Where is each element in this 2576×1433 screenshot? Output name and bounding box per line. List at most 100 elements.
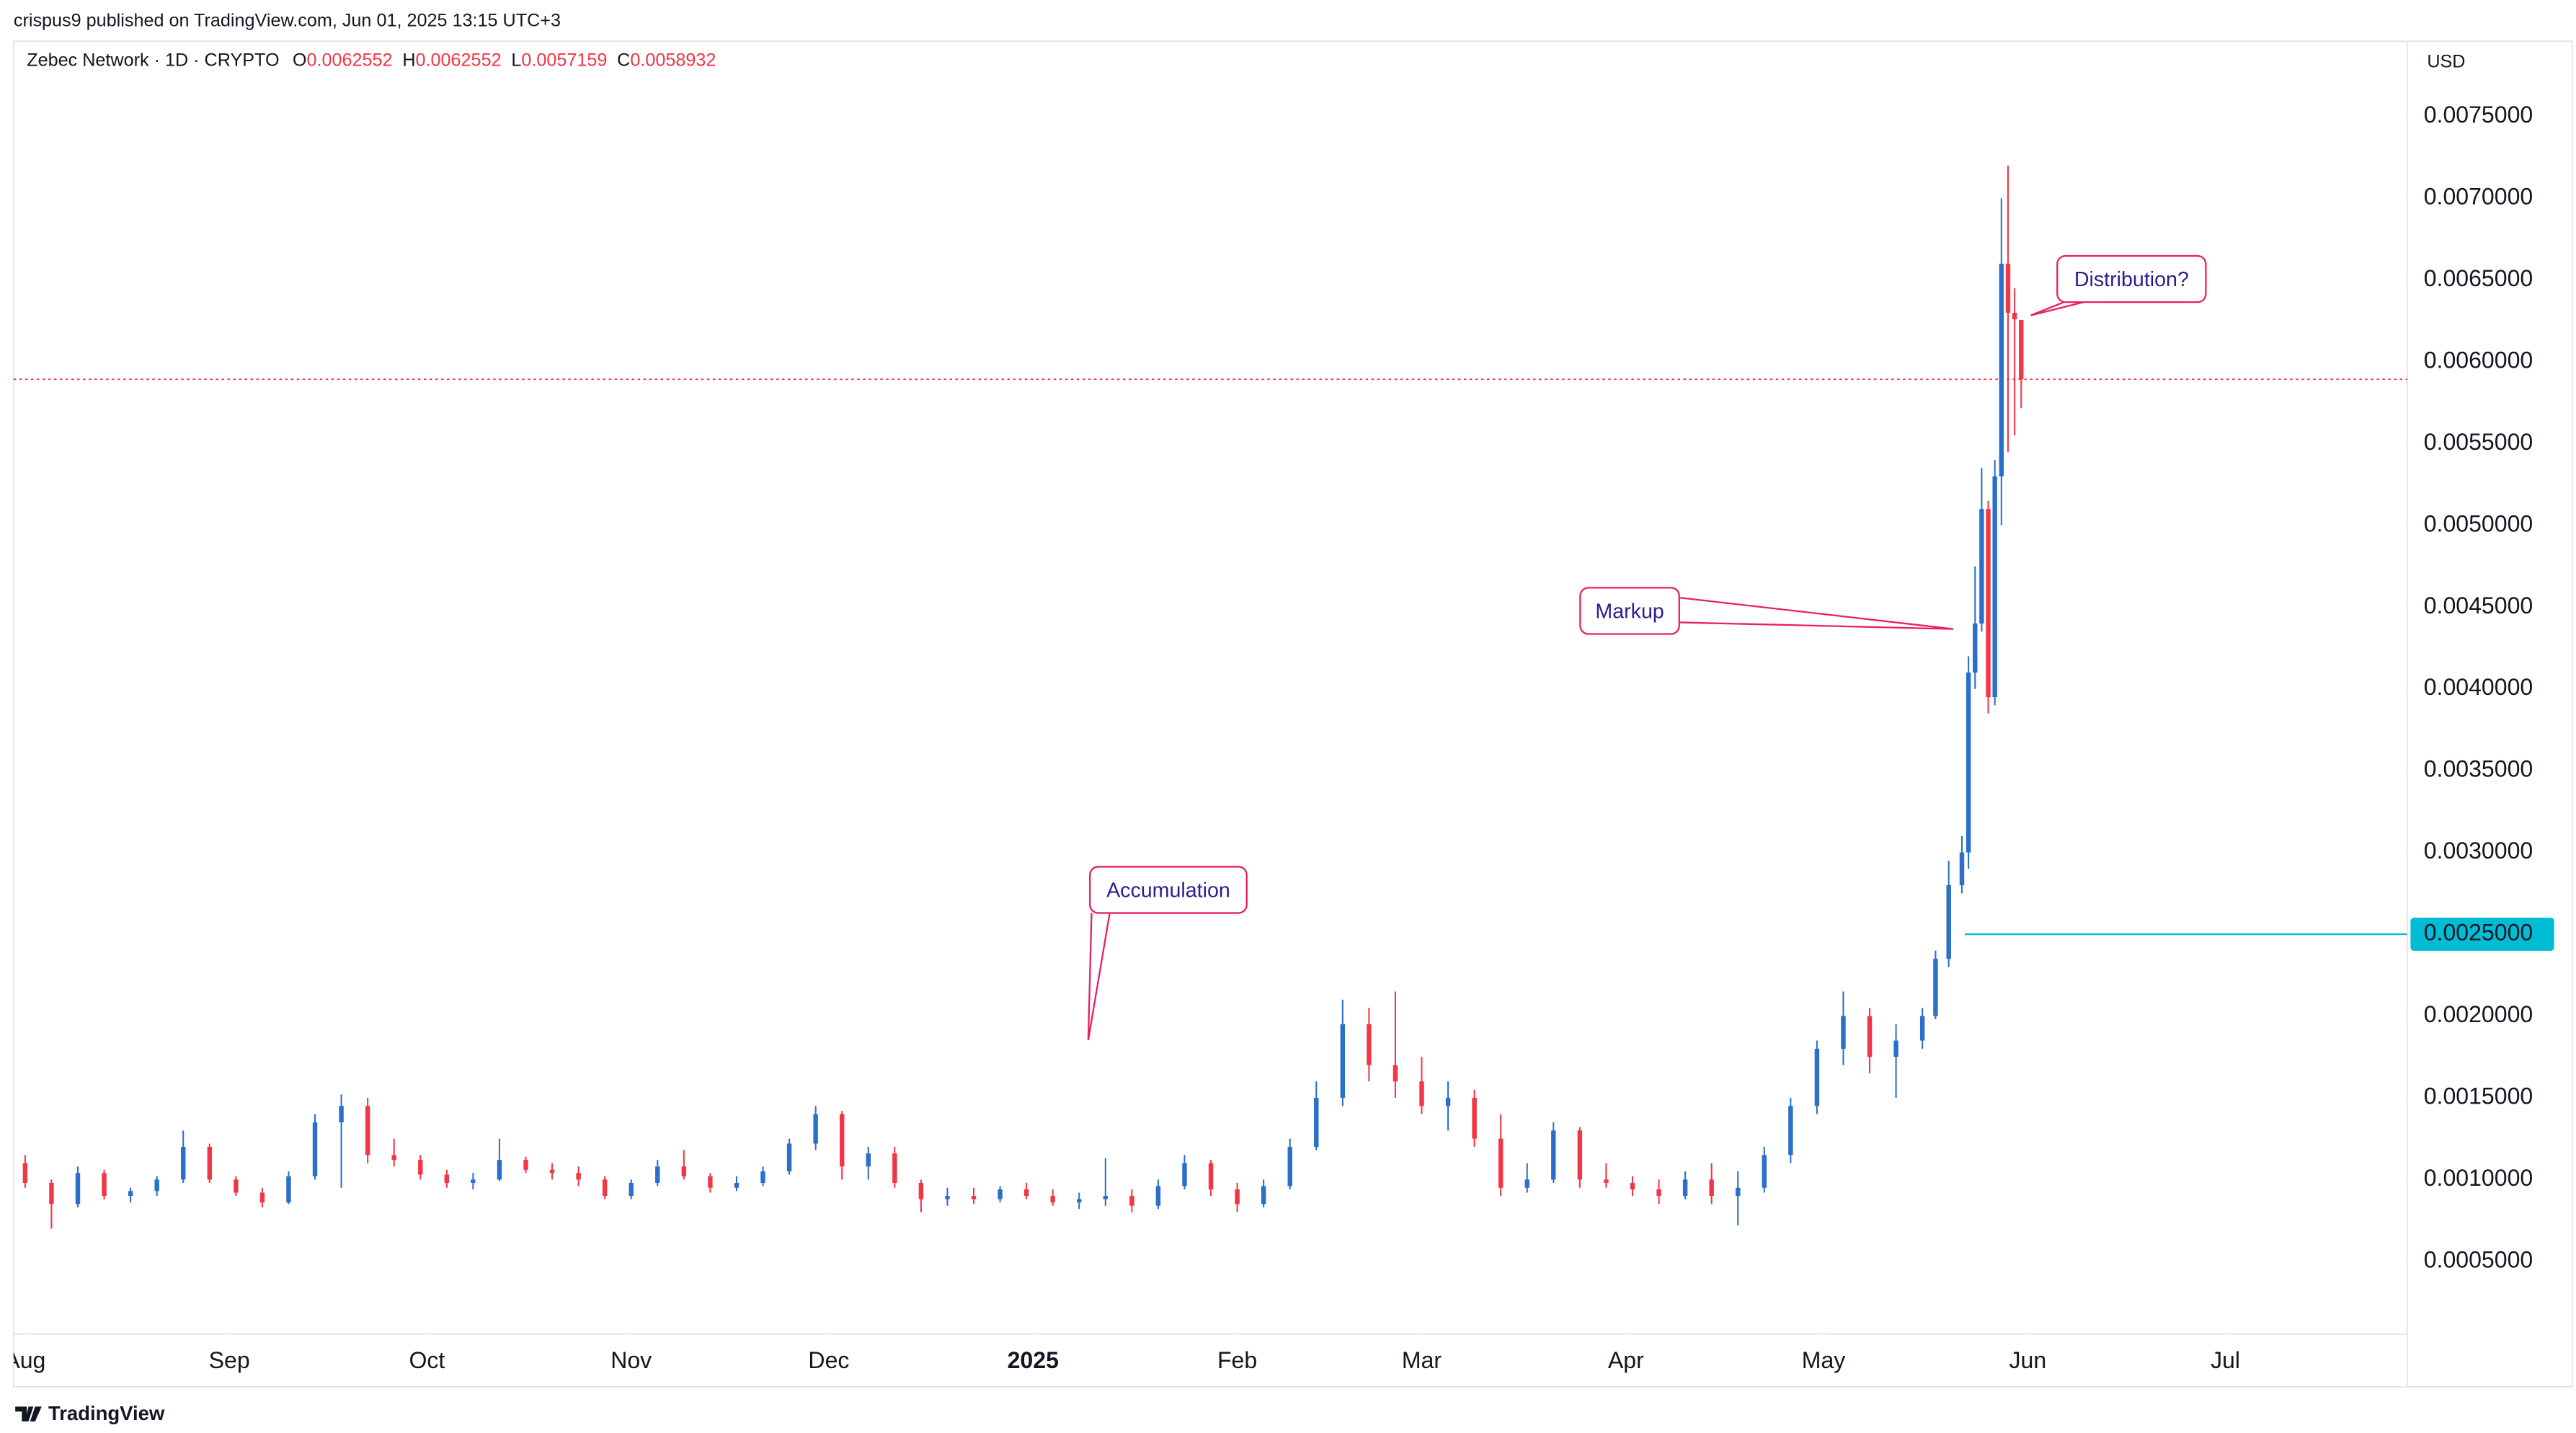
candle-body xyxy=(945,1196,950,1199)
candle-body xyxy=(1986,509,1991,698)
annotation-text: Distribution? xyxy=(2074,268,2189,291)
candle-body xyxy=(786,1143,792,1172)
annotation-text: Accumulation xyxy=(1106,879,1230,902)
x-tick-label: May xyxy=(1802,1347,1846,1373)
x-tick-label: Feb xyxy=(1217,1347,1257,1373)
candle-body xyxy=(549,1169,555,1174)
candle-body xyxy=(1023,1189,1029,1197)
y-tick-label: 0.0065000 xyxy=(2424,265,2533,291)
y-tick-label: 0.0060000 xyxy=(2424,347,2533,373)
y-tick-label: 0.0020000 xyxy=(2424,1001,2533,1027)
ohlc-letter: L xyxy=(511,50,521,70)
annotation-distribution: Distribution? xyxy=(2030,254,2207,316)
symbol: Zebec Network · 1D · CRYPTO xyxy=(27,50,279,70)
candle-body xyxy=(1235,1189,1240,1204)
y-tick-label: 0.0015000 xyxy=(2424,1083,2533,1109)
footer-brand: TradingView xyxy=(48,1402,165,1424)
candle-body xyxy=(998,1189,1003,1199)
candle-body xyxy=(1867,1016,1873,1057)
ohlc-letter: O xyxy=(293,50,307,70)
candle-body xyxy=(708,1176,713,1188)
candle-body xyxy=(971,1196,977,1199)
y-tick-label: 0.0045000 xyxy=(2424,593,2533,618)
candle-body xyxy=(1762,1155,1767,1188)
candle-body xyxy=(1419,1081,1424,1106)
y-tick-label: 0.0040000 xyxy=(2424,674,2533,700)
candle-body xyxy=(576,1173,581,1180)
candle-body xyxy=(1919,1016,1925,1041)
candle-body xyxy=(1979,509,1984,624)
candle-body xyxy=(2005,263,2011,313)
x-tick-label: Mar xyxy=(1402,1347,1442,1373)
candle-body xyxy=(734,1182,740,1188)
candle-body xyxy=(471,1179,476,1183)
x-tick-label: 2025 xyxy=(1008,1347,1059,1373)
candle-body xyxy=(312,1122,318,1176)
publisher-line: crispus9 published on TradingView.com, J… xyxy=(14,10,561,30)
x-tick-label: Apr xyxy=(1608,1347,1644,1373)
footer-logo xyxy=(15,1406,42,1421)
ohlc-value: 0.0058932 xyxy=(630,50,716,70)
candle-body xyxy=(918,1182,924,1199)
candle-body xyxy=(1788,1106,1793,1155)
candle-body xyxy=(339,1106,344,1122)
x-tick-label: Dec xyxy=(808,1347,849,1373)
candle-body xyxy=(1893,1040,1898,1057)
y-tick-label: 0.0005000 xyxy=(2424,1246,2533,1272)
x-tick-label: Jun xyxy=(2009,1347,2047,1373)
candle-body xyxy=(1992,476,1997,698)
price-tag-label: 0.0025000 xyxy=(2424,920,2533,946)
candle-body xyxy=(1736,1187,1741,1197)
candle-body xyxy=(1155,1186,1161,1206)
candle-body xyxy=(1551,1130,1556,1180)
ohlc-letter: H xyxy=(402,50,415,70)
x-tick-label: Nov xyxy=(610,1347,652,1373)
candle-body xyxy=(760,1171,765,1183)
candle-body xyxy=(523,1160,528,1170)
candle-body xyxy=(1966,673,1971,853)
candle-body xyxy=(1841,1016,1846,1049)
y-tick-label: 0.0075000 xyxy=(2424,102,2533,128)
candle-body xyxy=(234,1179,239,1193)
y-tick-label: 0.0055000 xyxy=(2424,429,2533,455)
x-tick-label: Aug xyxy=(4,1347,45,1373)
candle-body xyxy=(1445,1097,1451,1106)
candle-body xyxy=(1630,1182,1635,1190)
ohlc-value: 0.0057159 xyxy=(521,50,607,70)
candle-body xyxy=(1367,1024,1372,1065)
candle-body xyxy=(840,1114,845,1167)
x-tick-label: Jul xyxy=(2211,1347,2240,1373)
x-tick-label: Oct xyxy=(409,1347,445,1373)
candle-body xyxy=(1682,1179,1688,1197)
candle-body xyxy=(22,1163,28,1183)
candle-body xyxy=(286,1176,291,1203)
candle-body xyxy=(1656,1189,1661,1197)
candle-body xyxy=(75,1173,81,1204)
candle-body xyxy=(1814,1048,1820,1106)
candle-body xyxy=(1050,1196,1055,1203)
candle-body xyxy=(49,1182,54,1204)
x-axis: Aug Sep Oct Nov Dec 2025 Feb Mar Apr May Jun Jul xyxy=(4,1334,2240,1373)
candle-body xyxy=(1472,1097,1477,1139)
candle-body xyxy=(128,1191,133,1197)
candle-body xyxy=(207,1147,212,1180)
candle-body xyxy=(1077,1199,1082,1203)
candle-body xyxy=(1604,1179,1609,1183)
annotation-markup: Markup xyxy=(1579,587,1954,635)
candle-body xyxy=(1182,1163,1187,1186)
candle-body xyxy=(602,1179,608,1197)
y-tick-label: 0.0070000 xyxy=(2424,184,2533,210)
candle-body xyxy=(154,1179,159,1192)
x-tick-label: Sep xyxy=(209,1347,250,1373)
candle-body xyxy=(629,1182,634,1197)
candle-body xyxy=(391,1155,396,1161)
ohlc-value: 0.0062552 xyxy=(416,50,502,70)
candle-body xyxy=(1498,1138,1504,1188)
y-tick-label: 0.0035000 xyxy=(2424,756,2533,782)
candle-body xyxy=(1577,1130,1583,1180)
candle-body xyxy=(1314,1097,1319,1148)
y-tick-label: 0.0010000 xyxy=(2424,1165,2533,1191)
candle-body xyxy=(1709,1179,1714,1197)
candle-body xyxy=(1959,852,1965,885)
candle-body xyxy=(1287,1147,1292,1186)
